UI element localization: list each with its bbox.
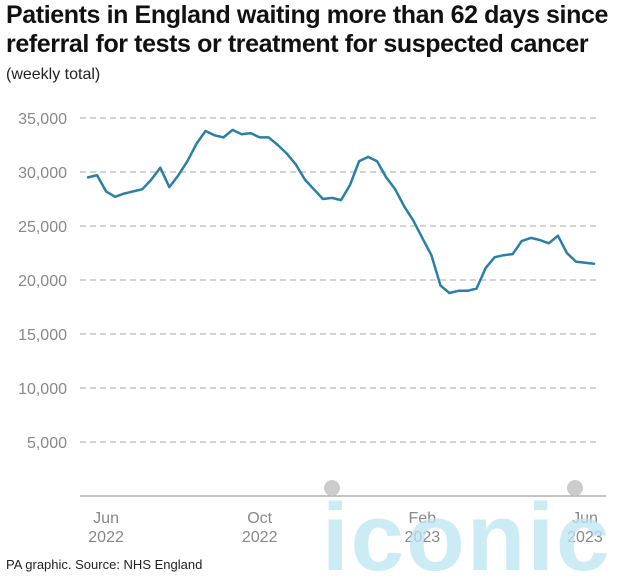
y-tick-label: 15,000 — [18, 327, 67, 344]
x-tick-label: 2023 — [405, 529, 441, 546]
y-tick-label: 10,000 — [18, 381, 67, 398]
y-tick-labels: 5,000 10,000 15,000 20,000 25,000 30,000 35,00… — [18, 111, 67, 452]
source-footer: PA graphic. Source: NHS England — [6, 557, 203, 572]
x-tick-label: 2023 — [567, 529, 603, 546]
x-tick-label: Jun — [93, 510, 119, 527]
y-tick-label: 25,000 — [18, 219, 67, 236]
y-tick-label: 35,000 — [18, 111, 67, 128]
series-line — [86, 128, 596, 295]
y-tick-label: 30,000 — [18, 165, 67, 182]
gridlines — [80, 117, 598, 443]
x-tick-label: Feb — [409, 510, 437, 527]
y-tick-label: 20,000 — [18, 273, 67, 290]
x-tick-label: 2022 — [88, 529, 124, 546]
x-tick-labels: Jun 2022 Oct 2022 Feb 2023 Jun 2023 — [88, 510, 603, 546]
x-tick-label: 2022 — [242, 529, 278, 546]
x-tick-label: Oct — [247, 510, 272, 527]
chart-title: Patients in England waiting more than 62… — [6, 1, 608, 58]
y-axis-unit-label: (weekly total) — [6, 66, 101, 83]
x-tick-label: Jun — [572, 510, 598, 527]
y-tick-label: 5,000 — [27, 435, 67, 452]
